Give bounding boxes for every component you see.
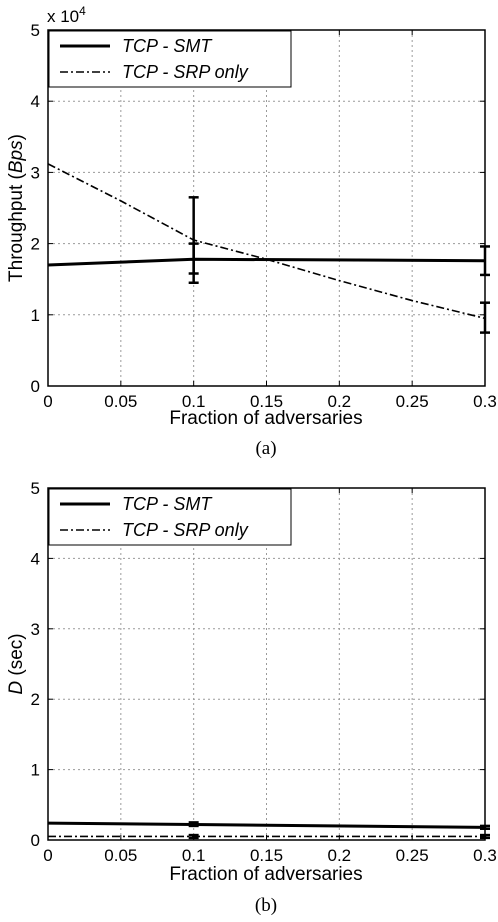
chart-a-legend-label-srp: TCP - SRP only bbox=[122, 62, 249, 82]
chart-b-delay: 0 0.05 0.1 0.15 0.2 0.25 0.3 0 1 2 3 4 5 D (sec) Fra… bbox=[6, 479, 497, 916]
chart-a-ytick-label: 0 bbox=[31, 377, 40, 396]
chart-b-plot-area: 0 0.05 0.1 0.15 0.2 0.25 0.3 0 1 2 3 4 5 bbox=[31, 479, 497, 865]
chart-b-ytick-label: 5 bbox=[31, 479, 40, 498]
chart-a-ytick-label: 5 bbox=[31, 21, 40, 40]
chart-b-legend-box bbox=[48, 488, 292, 546]
chart-a-throughput: 0 0.05 0.1 0.15 0.2 0.25 0.3 0 1 2 3 4 5 x 104 Throu… bbox=[6, 4, 497, 459]
chart-a-frame bbox=[47, 29, 486, 387]
chart-b-xtick-label: 0.1 bbox=[182, 846, 206, 865]
chart-b-xtick-label: 0.3 bbox=[473, 846, 497, 865]
chart-a-ytick-label: 2 bbox=[31, 235, 40, 254]
chart-b-xtick-label: 0.15 bbox=[250, 846, 283, 865]
chart-a-legend-box bbox=[48, 30, 292, 88]
chart-b-ytick-label: 3 bbox=[31, 620, 40, 639]
chart-a-plot-area: 0 0.05 0.1 0.15 0.2 0.25 0.3 0 1 2 3 4 5 bbox=[31, 21, 497, 411]
chart-a-xlabel: Fraction of adversaries bbox=[169, 408, 362, 429]
chart-b-ylabel: D (sec) bbox=[6, 633, 27, 694]
chart-b-ytick-label: 1 bbox=[31, 761, 40, 780]
chart-b-ytick-label: 2 bbox=[31, 690, 40, 709]
chart-a-series-line-0 bbox=[47, 257, 486, 267]
chart-b-xtick-label: 0.25 bbox=[396, 846, 429, 865]
chart-a-ytick-label: 3 bbox=[31, 163, 40, 182]
chart-a-caption: (a) bbox=[255, 438, 276, 459]
chart-b-legend-label-srp: TCP - SRP only bbox=[122, 520, 249, 540]
chart-a-xtick-label: 0.25 bbox=[396, 392, 429, 411]
chart-b-xtick-label: 0 bbox=[43, 846, 52, 865]
chart-b-xtick-label: 0.05 bbox=[104, 846, 137, 865]
chart-a-xtick-label: 0.15 bbox=[250, 392, 283, 411]
chart-a-xtick-label: 0.2 bbox=[328, 392, 352, 411]
chart-a-ytick-label: 1 bbox=[31, 306, 40, 325]
chart-a-ytick-label: 4 bbox=[31, 92, 40, 111]
chart-a-xtick-label: 0.05 bbox=[104, 392, 137, 411]
chart-a-series-line-1 bbox=[47, 163, 486, 320]
chart-a-xtick-label: 0.1 bbox=[182, 392, 206, 411]
chart-b-ytick-label: 4 bbox=[31, 549, 40, 568]
chart-b-xtick-label: 0.2 bbox=[328, 846, 352, 865]
chart-a-legend-label-smt: TCP - SMT bbox=[122, 36, 213, 56]
chart-b-frame bbox=[47, 487, 486, 841]
chart-a-ylabel: Throughput (Bps) bbox=[6, 134, 27, 282]
chart-b-legend-label-smt: TCP - SMT bbox=[122, 494, 213, 514]
chart-b-caption: (b) bbox=[255, 895, 277, 916]
chart-a-xtick-label: 0.3 bbox=[473, 392, 497, 411]
chart-a-multiplier: x 104 bbox=[47, 4, 86, 26]
chart-a-xtick-label: 0 bbox=[43, 392, 52, 411]
chart-b-xlabel: Fraction of adversaries bbox=[169, 864, 362, 885]
chart-b-series-line-0 bbox=[47, 821, 486, 829]
chart-a-legend: TCP - SMT TCP - SRP only bbox=[48, 30, 292, 88]
chart-b-ytick-label: 0 bbox=[31, 831, 40, 850]
chart-b-legend: TCP - SMT TCP - SRP only bbox=[48, 488, 292, 546]
